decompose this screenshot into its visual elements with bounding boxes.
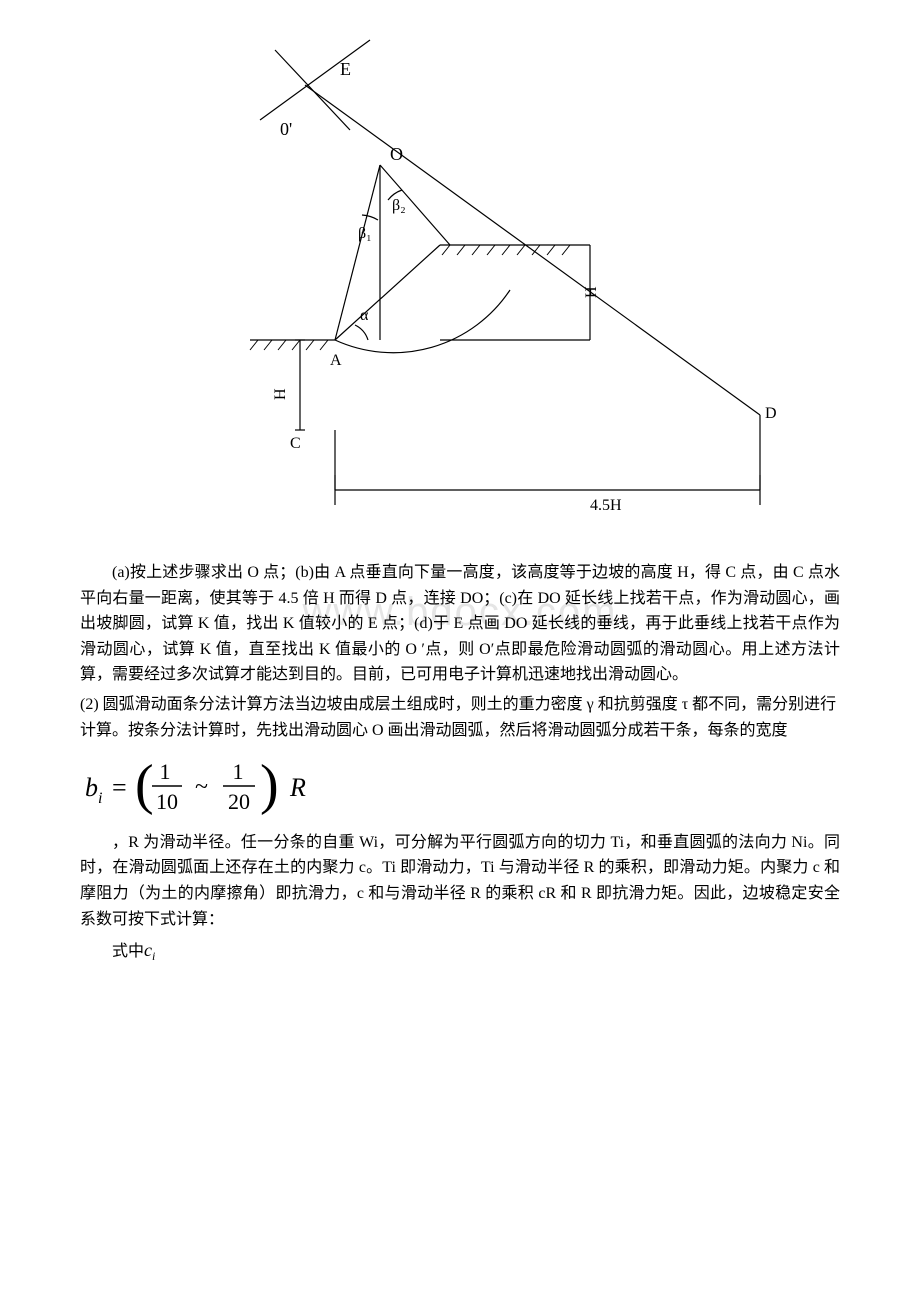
diagram-label-4-5H: 4.5H — [590, 497, 622, 514]
inline-symbol-c: c — [144, 940, 152, 960]
formula-frac2-num: 1 — [233, 759, 244, 784]
diagram-label-E: E — [340, 59, 351, 79]
paragraph-2-prefix: (2) 圆弧滑动面条分法计算方法当边坡由成层土组成时，则土的重力密度 γ 和抗剪… — [80, 692, 840, 743]
diagram-label-Oprime: 0' — [280, 119, 292, 139]
inline-symbol-i: i — [152, 949, 155, 963]
diagram-label-A: A — [330, 352, 342, 369]
diagram-label-alpha: α — [360, 307, 369, 324]
diagram-label-D: D — [765, 405, 777, 422]
formula-tilde: ~ — [195, 774, 208, 800]
formula-lparen: ( — [135, 754, 154, 816]
diagram-label-O: O — [390, 144, 403, 164]
paragraph-4-prefix: 式中 — [112, 943, 144, 960]
diagram-label-H-right: H — [583, 286, 600, 298]
diagram-label-C: C — [290, 435, 301, 452]
formula-rparen: ) — [260, 754, 279, 816]
paragraph-4: 式中ci — [80, 936, 840, 966]
diagram-label-beta1: β₁ — [358, 225, 372, 242]
diagram-label-beta2: β₂ — [392, 197, 406, 214]
formula-rhs: R — [289, 773, 306, 802]
formula-bi: b i = ( 1 10 ~ 1 20 ) R — [80, 751, 340, 830]
slope-diagram: E 0' O β₂ β₁ — [140, 20, 780, 540]
paragraph-2-with-formula: (2) 圆弧滑动面条分法计算方法当边坡由成层土组成时，则土的重力密度 γ 和抗剪… — [80, 692, 840, 830]
formula-frac1-den: 10 — [156, 789, 178, 814]
formula-frac1-num: 1 — [160, 759, 171, 784]
formula-eq: = — [112, 773, 127, 802]
slope-diagram-container: E 0' O β₂ β₁ — [80, 20, 840, 540]
formula-lhs-sub: i — [98, 790, 102, 807]
formula-lhs: b — [85, 773, 98, 802]
paragraph-3: ，R 为滑动半径。任一分条的自重 Wi，可分解为平行圆弧方向的切力 Ti，和垂直… — [80, 830, 840, 932]
formula-frac2-den: 20 — [228, 789, 250, 814]
diagram-label-H-left: H — [272, 388, 289, 400]
paragraph-1: (a)按上述步骤求出 O 点；(b)由 A 点垂直向下量一高度，该高度等于边坡的… — [80, 560, 840, 688]
